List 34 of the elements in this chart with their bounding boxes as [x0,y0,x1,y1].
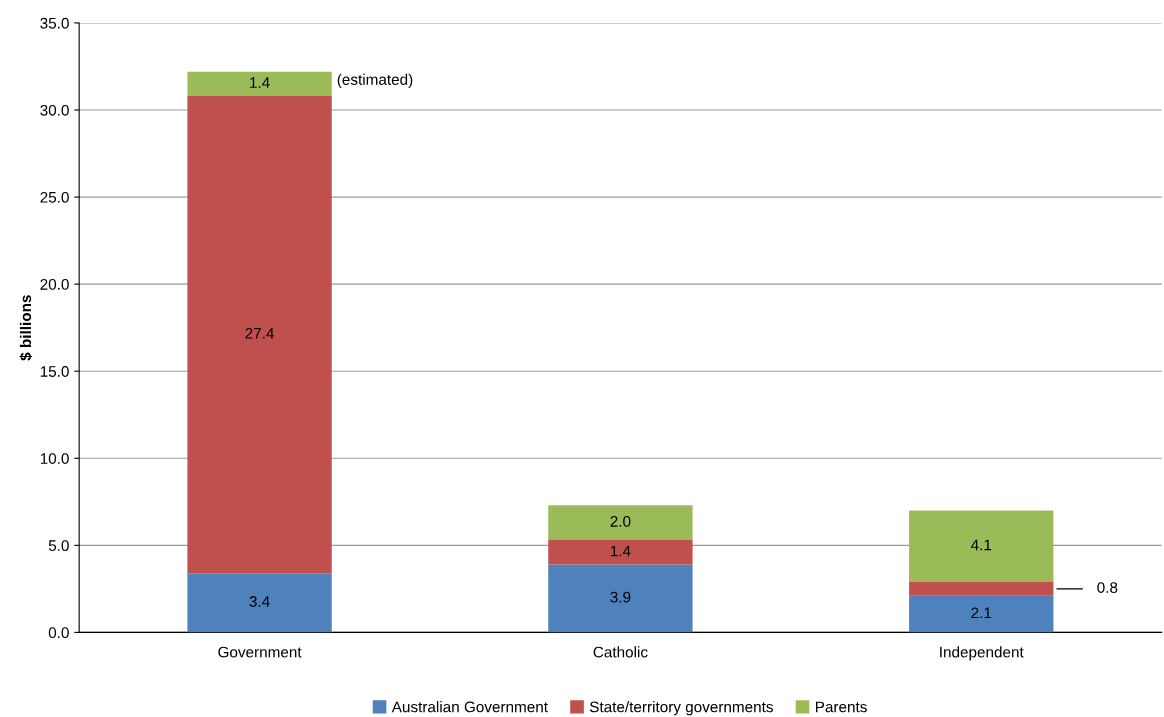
bar [187,96,332,574]
x-tick-label: Government [218,646,302,658]
bar [548,505,693,541]
y-tick-label: 5.0 [48,540,69,552]
y-tick-label: 30.0 [40,104,69,116]
data-label: 3.4 [249,596,270,607]
bar [909,581,1054,596]
y-tick-label: 15.0 [40,366,69,377]
bar [909,510,1054,582]
bar [548,564,693,633]
y-tick-label: 10.0 [40,453,69,464]
data-label: 27.4 [245,327,274,339]
y-tick-label: 0.0 [48,627,69,639]
data-label: 1.4 [250,77,270,88]
y-axis-title: $ billions [19,295,33,361]
x-tick-label: Catholic [593,646,648,658]
data-label: 2.0 [610,515,631,527]
legend-label: State/territory governments [589,701,773,716]
legend-label: Parents [816,701,867,713]
bar [909,595,1054,633]
data-label: 4.1 [970,539,992,551]
data-label: 0.8 [1097,582,1118,593]
y-tick-label: 35.0 [40,17,69,29]
data-label: 3.9 [610,591,631,603]
y-tick-label: 25.0 [40,191,69,203]
data-label: 1.4 [610,545,631,557]
legend-label: Australian Government [391,701,548,713]
annotation: (estimated) [337,73,413,88]
bar [187,71,332,97]
y-tick-label: 20.0 [40,279,69,290]
bar [548,540,693,565]
data-label: 2.1 [971,607,992,619]
bar [187,573,332,633]
x-tick-label: Independent [940,646,1024,661]
